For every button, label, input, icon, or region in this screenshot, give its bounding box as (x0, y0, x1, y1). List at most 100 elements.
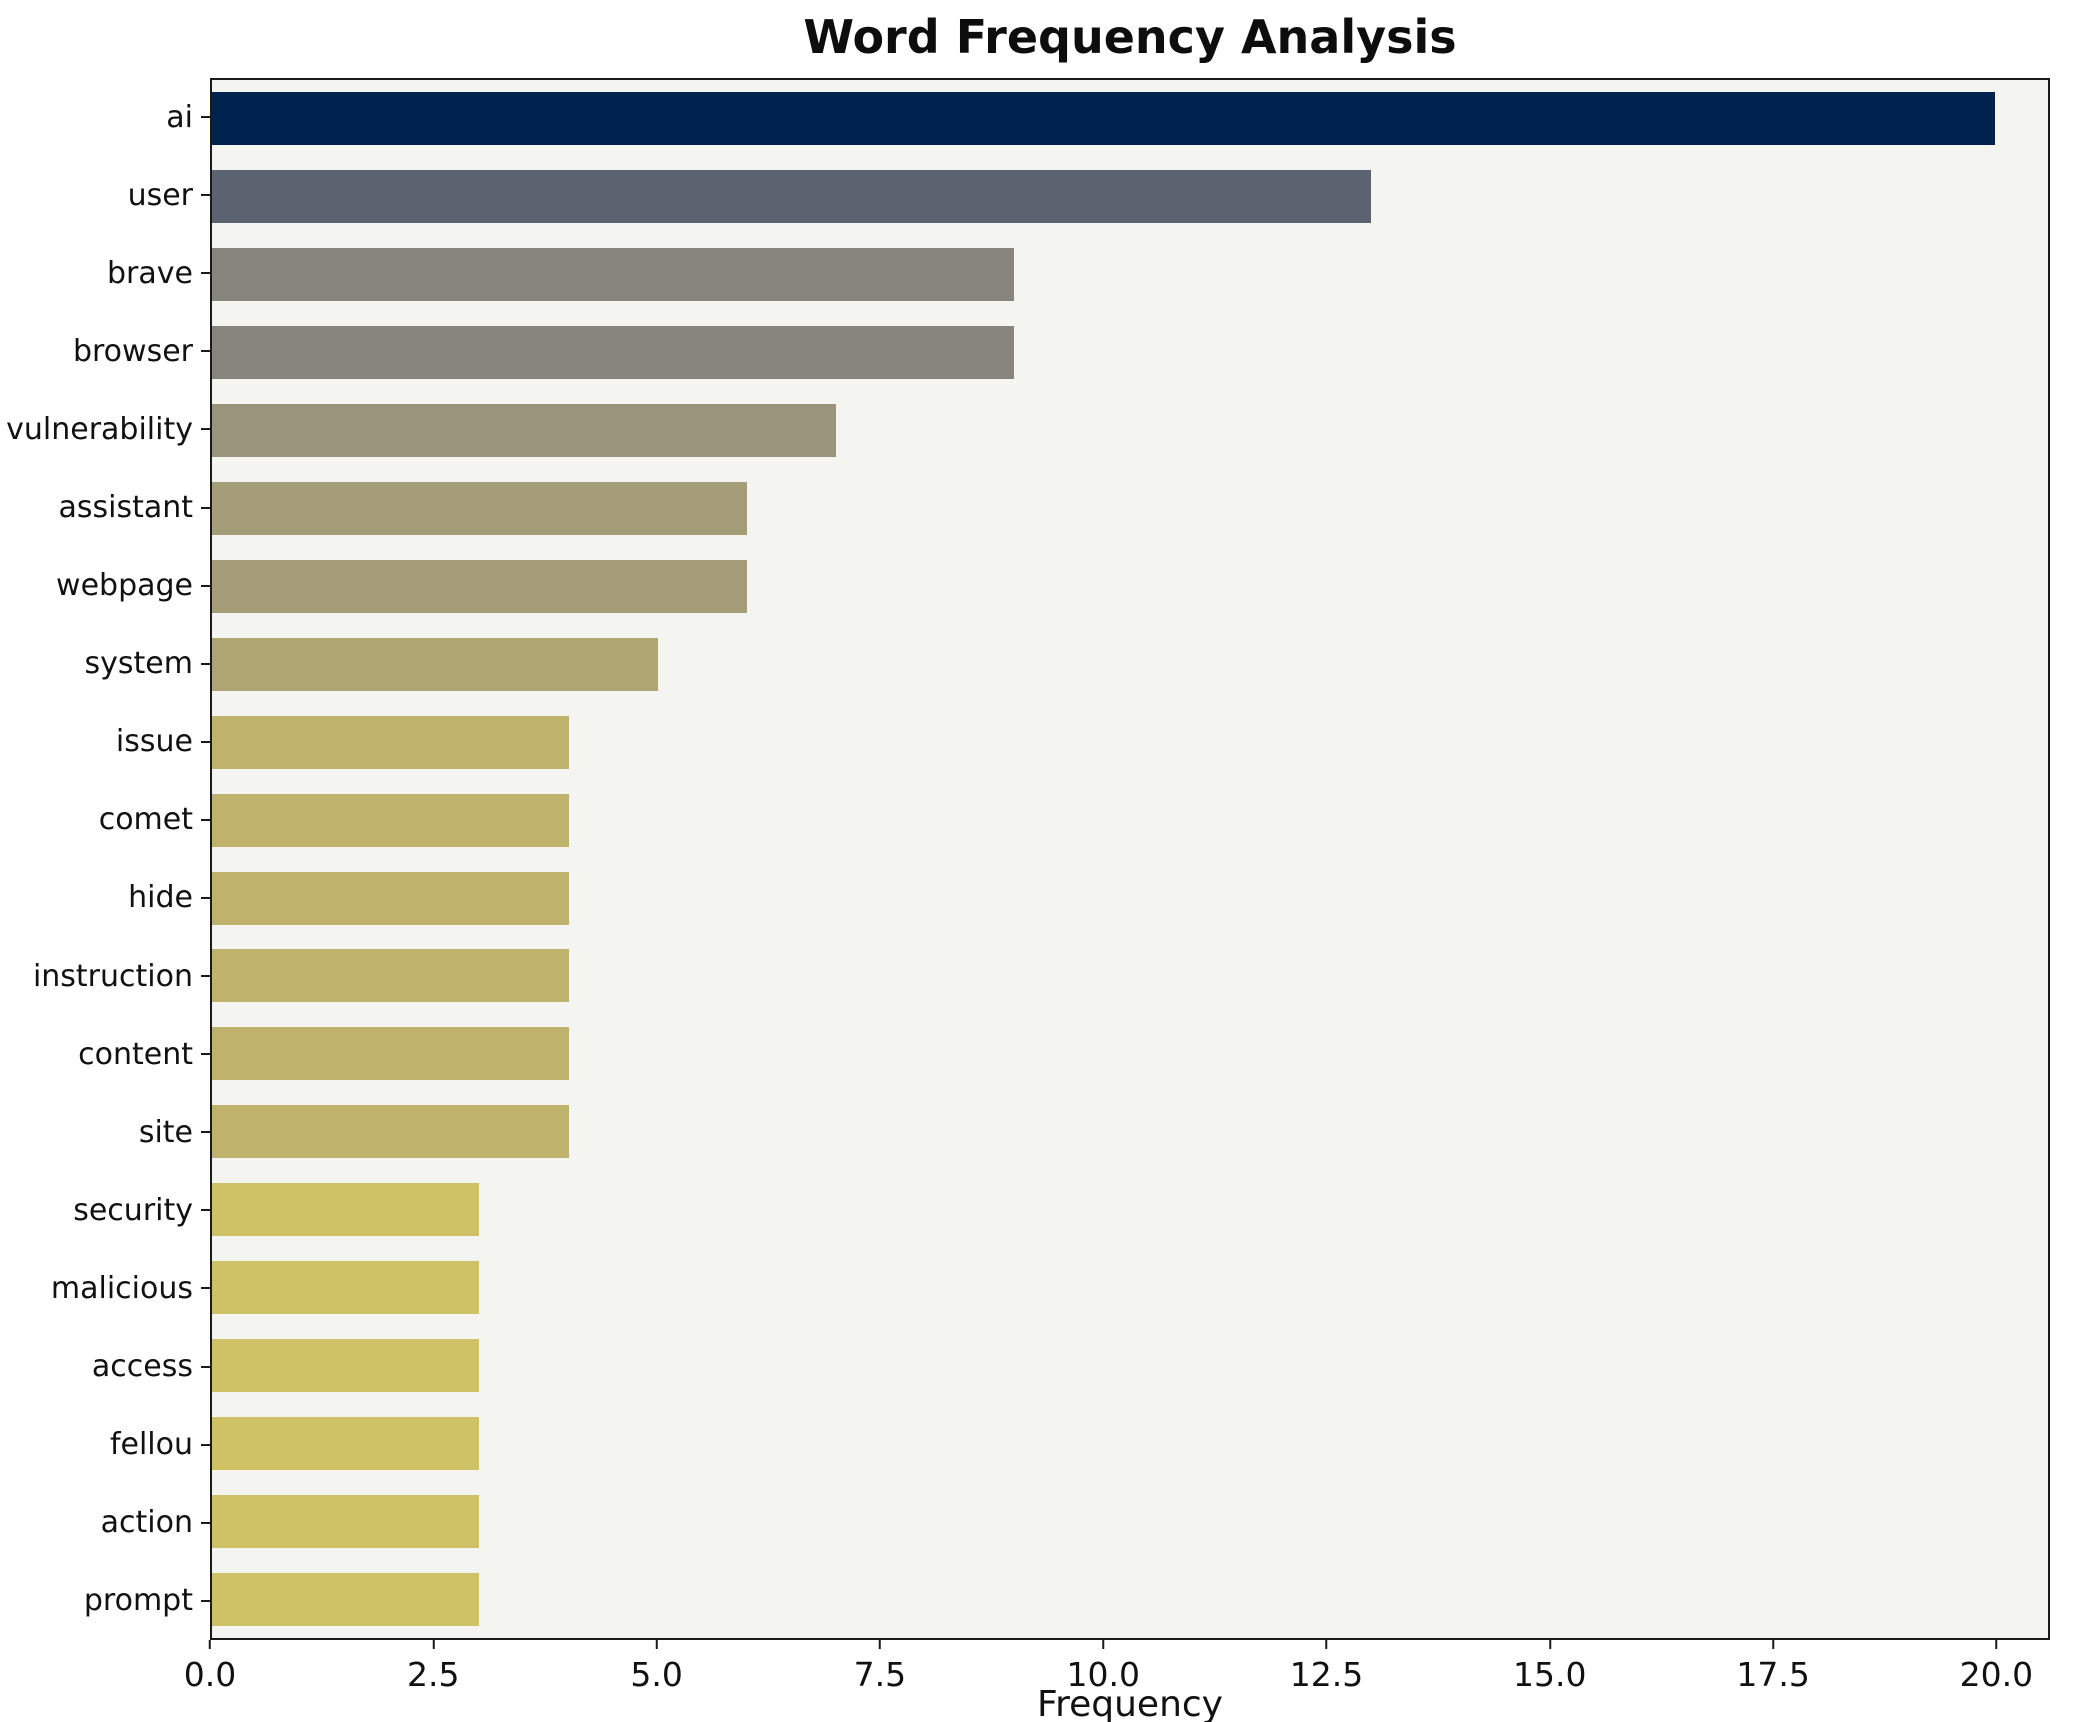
bar-row (212, 1249, 2048, 1327)
bar-comet (212, 793, 569, 847)
y-tick-mark (201, 1053, 210, 1056)
y-tick-label: site (138, 1114, 193, 1150)
x-tick-mark (432, 1640, 435, 1649)
y-tick-mark (201, 506, 210, 509)
chart-title: Word Frequency Analysis (803, 10, 1457, 64)
y-tick-label: assistant (58, 490, 193, 526)
bar-row (212, 314, 2048, 392)
bar-security (212, 1183, 480, 1237)
y-tick-mark (201, 975, 210, 978)
bar-row (212, 470, 2048, 548)
bar-row (212, 547, 2048, 625)
bar-row (212, 1015, 2048, 1093)
bar-ai (212, 92, 1995, 146)
x-tick: 17.5 (1736, 1640, 1810, 1694)
bar-prompt (212, 1572, 480, 1626)
bar-row (212, 392, 2048, 470)
y-tick-label: action (100, 1505, 193, 1541)
y-tick-row: webpage (0, 547, 210, 625)
x-tick: 0.0 (184, 1640, 236, 1694)
bar-row (212, 1560, 2048, 1638)
bar-hide (212, 871, 569, 925)
bar-user (212, 170, 1371, 224)
x-tick: 2.5 (407, 1640, 460, 1694)
x-tick: 5.0 (630, 1640, 683, 1694)
y-tick-row: prompt (0, 1562, 210, 1640)
y-tick-row: instruction (0, 937, 210, 1015)
plot-area (210, 78, 2050, 1640)
x-tick-label: 10.0 (1066, 1655, 1140, 1694)
y-tick-label: system (84, 646, 193, 682)
y-tick-row: system (0, 625, 210, 703)
bar-system (212, 637, 658, 691)
x-tick-label: 20.0 (1959, 1655, 2034, 1694)
x-tick: 12.5 (1290, 1640, 1363, 1694)
y-tick-row: vulnerability (0, 390, 210, 468)
x-axis-label: Frequency (1037, 1684, 1223, 1722)
y-tick-mark (201, 818, 210, 821)
bar-row (212, 1482, 2048, 1560)
y-tick-row: hide (0, 859, 210, 937)
y-tick-mark (201, 116, 210, 119)
y-tick-label: security (73, 1192, 193, 1228)
bar-row (212, 236, 2048, 314)
x-tick-label: 5.0 (630, 1655, 683, 1694)
y-tick-row: browser (0, 312, 210, 390)
bar-instruction (212, 949, 569, 1003)
bar-row (212, 1093, 2048, 1171)
bars-area (212, 80, 2048, 1638)
y-tick-label: browser (72, 333, 193, 369)
bar-row (212, 625, 2048, 703)
bar-malicious (212, 1261, 480, 1315)
y-tick-label: hide (128, 880, 193, 916)
y-tick-row: action (0, 1484, 210, 1562)
x-tick-mark (1995, 1640, 1998, 1649)
y-tick-row: brave (0, 234, 210, 312)
y-tick-mark (201, 1131, 210, 1134)
y-tick-row: access (0, 1328, 210, 1406)
y-axis-labels: ai user brave browser vulnerability assistant… (0, 78, 210, 1640)
y-tick-label: malicious (50, 1270, 193, 1306)
y-tick-mark (201, 1287, 210, 1290)
x-tick-mark (1102, 1640, 1105, 1649)
x-tick-label: 2.5 (407, 1655, 460, 1694)
bar-content (212, 1027, 569, 1081)
y-tick-label: instruction (32, 958, 193, 994)
bar-webpage (212, 559, 747, 613)
x-tick-mark (655, 1640, 658, 1649)
x-tick-mark (878, 1640, 881, 1649)
y-tick-mark (201, 1443, 210, 1446)
x-tick-label: 15.0 (1513, 1655, 1587, 1694)
bar-row (212, 158, 2048, 236)
bar-fellou (212, 1416, 480, 1470)
bar-row (212, 1327, 2048, 1405)
y-tick-row: user (0, 156, 210, 234)
y-tick-mark (201, 194, 210, 197)
bar-issue (212, 715, 569, 769)
x-tick-mark (208, 1640, 211, 1649)
bar-row (212, 703, 2048, 781)
x-tick-label: 17.5 (1736, 1655, 1810, 1694)
x-tick-mark (1772, 1640, 1775, 1649)
y-tick-row: issue (0, 703, 210, 781)
bar-vulnerability (212, 404, 836, 458)
bar-row (212, 859, 2048, 937)
y-tick-mark (201, 1599, 210, 1602)
x-tick: 15.0 (1513, 1640, 1587, 1694)
bar-row (212, 1171, 2048, 1249)
x-tick-label: 0.0 (183, 1655, 237, 1694)
y-tick-label: issue (115, 724, 193, 760)
y-tick-label: ai (166, 99, 193, 135)
bar-access (212, 1338, 480, 1392)
x-tick-mark (1548, 1640, 1551, 1649)
x-tick: 20.0 (1960, 1640, 2033, 1694)
y-tick-label: vulnerability (6, 411, 193, 447)
y-tick-mark (201, 1209, 210, 1212)
y-tick-mark (201, 350, 210, 353)
y-tick-label: webpage (56, 568, 193, 604)
y-tick-label: comet (98, 802, 193, 838)
x-tick: 7.5 (854, 1640, 906, 1694)
y-tick-mark (201, 1365, 210, 1368)
x-tick: 10.0 (1066, 1640, 1140, 1694)
